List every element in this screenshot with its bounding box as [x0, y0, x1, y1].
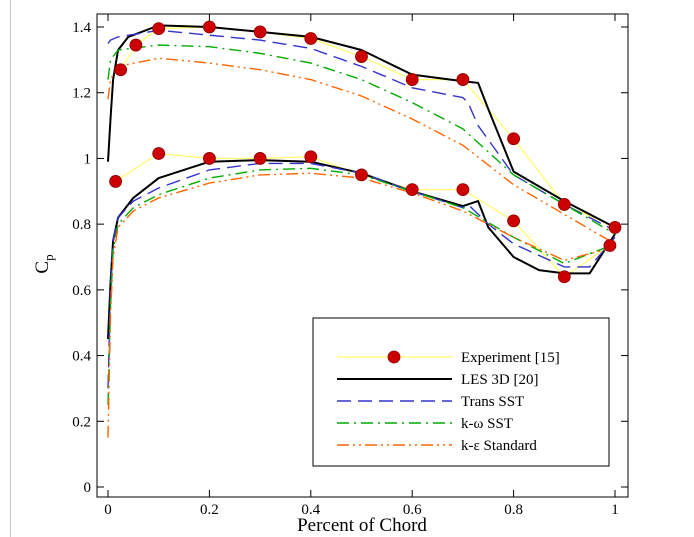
- legend-label-trans-sst: Trans SST: [461, 394, 524, 410]
- y-axis-label: Cp: [32, 254, 56, 273]
- marker-layer: [109, 20, 622, 284]
- experiment-data-point: [304, 32, 318, 45]
- plot-frame: [96, 13, 629, 498]
- x-tick-label: 0.6: [403, 502, 422, 518]
- y-tick-label: 1.4: [72, 20, 91, 36]
- experiment-data-point: [507, 132, 520, 146]
- y-tick-label: 0.6: [72, 283, 91, 299]
- plot-area: [96, 13, 629, 498]
- legend: Experiment [15] LES 3D [20] Trans SST k-ω S…: [312, 317, 610, 467]
- x-tick-label: 0.2: [200, 502, 219, 518]
- y-tick-label: 0: [84, 480, 92, 496]
- series-k-standard-lower-line: [107, 172, 616, 438]
- y-tick-label: 1: [84, 151, 92, 167]
- experiment-data-point: [557, 198, 571, 211]
- experiment-data-point: [608, 221, 622, 234]
- experiment-data-point: [129, 38, 143, 52]
- page-margin-rule: [10, 0, 11, 537]
- experiment-data-point: [202, 152, 216, 165]
- experiment-data-point: [405, 73, 419, 86]
- x-tick-label: 0.8: [504, 502, 523, 518]
- series-k-sst-lower-line: [107, 167, 616, 405]
- x-tick-label: 0: [104, 502, 112, 518]
- legend-label-experiment-15: Experiment [15]: [461, 350, 560, 366]
- experiment-data-point: [202, 20, 216, 34]
- experiment-data-point: [355, 50, 368, 63]
- legend-label-k-sst: k-ω SST: [461, 416, 513, 432]
- legend-box: [312, 317, 610, 467]
- legend-label-k-standard: k-ε Standard: [461, 438, 537, 454]
- x-tick-label: 1: [611, 502, 619, 518]
- series-k-sst-upper-line: [107, 44, 616, 235]
- experiment-data-point: [152, 22, 166, 36]
- x-axis-label: Percent of Chord: [297, 515, 427, 536]
- experiment-data-point: [557, 270, 571, 284]
- legend-label-les-3d-20: LES 3D [20]: [461, 372, 539, 388]
- experiment-data-point: [355, 168, 368, 182]
- y-tick-label: 1.2: [72, 86, 91, 102]
- experiment-data-point: [114, 63, 128, 77]
- y-tick-label: 0.4: [72, 349, 91, 365]
- series-trans-sst-lower-line: [107, 162, 616, 389]
- experiment-data-point: [507, 214, 520, 228]
- legend-marker: [387, 350, 401, 364]
- series-trans-sst-upper-line: [107, 29, 616, 232]
- experiment-data-point: [304, 150, 318, 164]
- experiment-data-point: [456, 73, 470, 86]
- experiment-data-point: [253, 25, 267, 39]
- experiment-data-point: [405, 183, 419, 197]
- experiment-data-point: [603, 239, 617, 252]
- x-axis-ticks: 0 0.2 0.4 0.6 0.8 1: [104, 14, 619, 518]
- y-axis-label-subscript: p: [41, 254, 56, 261]
- y-tick-label: 0.8: [72, 217, 91, 233]
- experiment-data-point: [253, 152, 267, 165]
- experiment-data-point: [152, 147, 166, 160]
- y-tick-label: 0.2: [72, 414, 91, 430]
- series-k-standard-upper-line: [107, 57, 616, 245]
- experiment-data-point: [456, 183, 470, 197]
- y-axis-ticks: 0 0.2 0.4 0.6 0.8 1 1.2 1.4: [72, 20, 628, 496]
- x-tick-label: 0.4: [301, 502, 320, 518]
- experiment-data-point: [109, 175, 123, 188]
